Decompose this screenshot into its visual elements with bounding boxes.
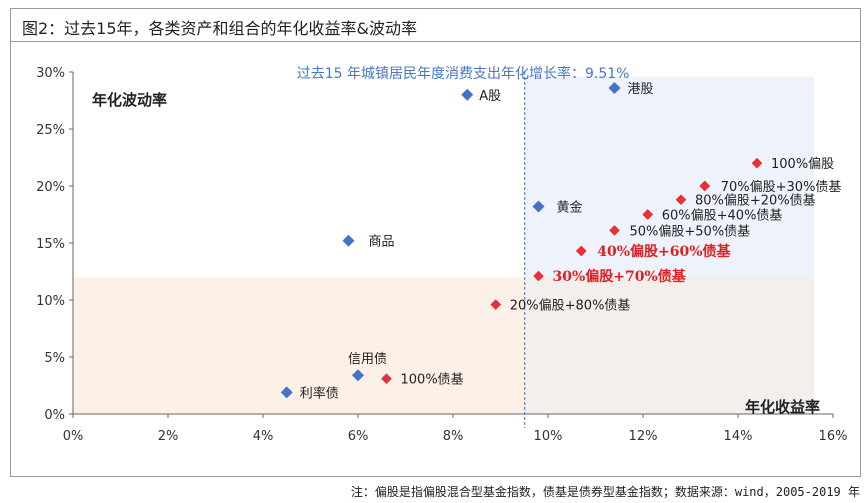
x-tick-label: 8% [443,429,464,444]
portfolio-label: 50%偏股+50%债基 [630,224,751,239]
x-axis-title: 年化收益率 [745,398,820,416]
asset-point [461,88,474,101]
overlap-region [524,277,814,414]
asset-label: 信用债 [348,352,387,367]
portfolio-point [531,269,546,283]
y-tick-label: 25% [36,123,65,138]
low-volatility-region [73,277,525,414]
portfolio-point [489,297,503,312]
asset-label: 港股 [628,82,654,97]
portfolio-label: 100%债基 [401,373,464,388]
portfolio-point [674,193,688,207]
footnote: 注：偏股是指偏股混合型基金指数，债基是债券型基金指数；数据来源：wind，200… [350,485,860,499]
x-tick-label: 16% [819,429,848,444]
portfolio-point [574,244,588,258]
x-tick-label: 2% [158,429,179,444]
asset-point [352,369,364,382]
asset-point [532,200,545,213]
chart-title: 图2：过去15年，各类资产和组合的年化收益率&波动率 [22,19,418,38]
portfolio-label: 70%偏股+30%债基 [721,180,842,195]
y-tick-label: 20% [36,180,65,195]
y-tick-label: 30% [36,66,65,81]
y-axis-title: 年化波动率 [92,91,167,109]
portfolio-label: 80%偏股+20%债基 [695,194,816,209]
portfolio-label: 100%偏股 [771,157,834,172]
asset-point [608,81,621,94]
portfolio-point [607,223,622,238]
portfolio-label: 40%偏股+60%债基 [597,243,731,260]
chart-header: 图2：过去15年，各类资产和组合的年化收益率&波动率 [10,8,861,42]
asset-point [280,386,293,399]
portfolio-point [379,372,394,386]
asset-label: 黄金 [557,200,583,216]
y-tick-label: 10% [36,294,65,309]
y-tick-label: 15% [36,237,65,252]
y-tick-label: 0% [44,408,65,423]
portfolio-point [641,207,655,222]
asset-label: 商品 [369,235,395,250]
portfolio-label: 20%偏股+80%债基 [510,299,631,314]
x-tick-label: 14% [724,429,753,444]
x-tick-label: 6% [348,429,369,444]
portfolio-label: 60%偏股+40%债基 [662,209,783,224]
portfolio-point [698,179,712,193]
portfolio-label: 30%偏股+70%债基 [553,268,687,285]
asset-label: 利率债 [300,385,339,401]
asset-point [342,234,355,247]
x-tick-label: 12% [629,429,658,444]
x-tick-label: 10% [534,429,563,444]
x-tick-label: 0% [63,429,84,444]
x-tick-label: 4% [253,429,274,444]
asset-label: A股 [479,89,501,104]
reference-line-label: 过去15 年城镇居民年度消费支出年化增长率：9.51% [297,65,630,82]
y-tick-label: 5% [44,351,65,366]
portfolio-point [750,156,764,170]
